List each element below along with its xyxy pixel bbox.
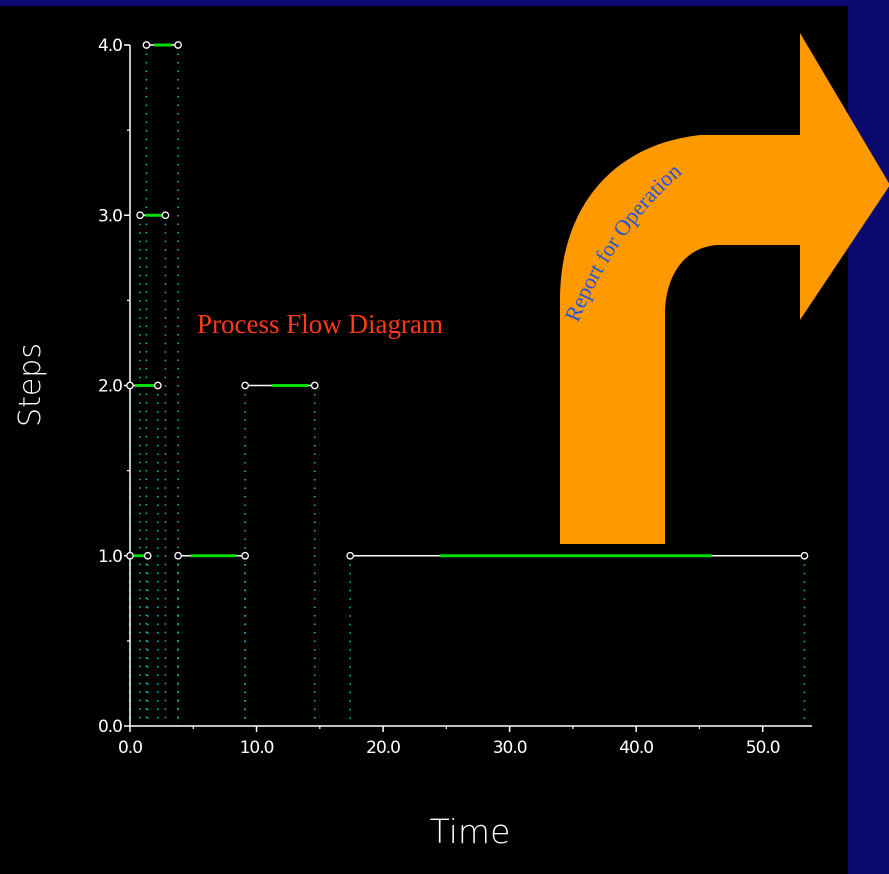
x-tick-label: 50.0	[746, 738, 780, 758]
segment-endpoint	[241, 551, 250, 560]
segment-endpoint	[241, 381, 250, 390]
x-tick-label: 0.0	[118, 738, 142, 758]
y-tick-label: 2.0	[98, 377, 122, 397]
segment-endpoint	[153, 381, 162, 390]
y-tick-label: 0.0	[98, 717, 122, 737]
segment-endpoint	[174, 551, 182, 560]
segments	[126, 41, 809, 560]
segment-endpoint	[143, 551, 152, 560]
x-tick-label: 40.0	[619, 738, 653, 758]
segment-endpoint	[174, 41, 182, 49]
segment-endpoint	[126, 381, 134, 390]
segment-endpoint	[142, 41, 151, 49]
ticks: 0.0 1.0 2.0 3.0 4.0 0.0 10.0 20.0 30.0 40.0 50.0	[98, 36, 781, 758]
report-arrow: Report for Operation	[560, 33, 889, 544]
segment-endpoint	[136, 211, 144, 220]
y-tick-label: 3.0	[98, 206, 122, 226]
x-axis-title: Time	[430, 812, 511, 851]
x-tick-label: 30.0	[493, 738, 527, 758]
y-axis-title: Steps	[13, 343, 48, 427]
chart-title: Process Flow Diagram	[197, 309, 443, 339]
arrow-shape	[560, 33, 889, 544]
segment-endpoint	[800, 551, 809, 560]
segment-endpoint	[161, 211, 170, 220]
segment-endpoint	[126, 551, 134, 560]
y-tick-label: 4.0	[98, 36, 122, 56]
y-tick-label: 1.0	[98, 547, 122, 567]
x-tick-label: 10.0	[240, 738, 274, 758]
segment-endpoint	[346, 551, 355, 560]
segment-endpoint	[310, 381, 319, 390]
x-tick-label: 20.0	[366, 738, 400, 758]
